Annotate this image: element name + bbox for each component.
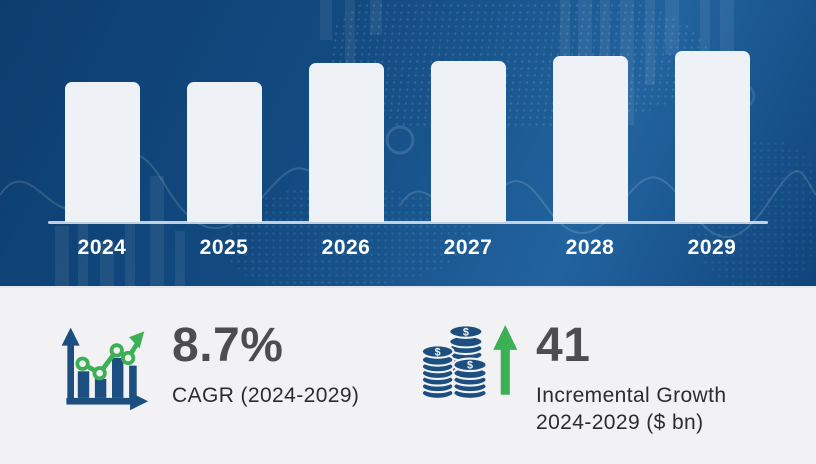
bar-column: 2024 (41, 51, 163, 259)
x-axis-label: 2028 (565, 236, 615, 259)
bar-column: 2027 (407, 51, 529, 259)
dollar-sign-icon: $ (467, 360, 473, 372)
bar-chart-row: 2024 2025 2026 2027 2028 2029 (41, 51, 773, 259)
market-chart-panel: 2024 2025 2026 2027 2028 2029 (0, 0, 816, 286)
x-axis-label: 2029 (687, 236, 737, 259)
x-axis-label: 2026 (321, 236, 371, 259)
dollar-sign-icon: $ (463, 326, 469, 338)
x-axis-label: 2027 (443, 236, 493, 259)
x-axis-label: 2025 (199, 236, 249, 259)
cagr-label: CAGR (2024-2029) (172, 384, 360, 407)
bar-column: 2028 (529, 51, 651, 259)
x-axis-line (48, 221, 768, 224)
trend-line-up-icon (75, 331, 145, 381)
bar-column: 2026 (285, 51, 407, 259)
stat-incremental-growth: $ $ $ (420, 320, 816, 464)
coin-stack-up-arrow-icon: $ $ $ (420, 324, 518, 400)
x-axis-label: 2024 (77, 236, 127, 259)
chart-bar-2024 (64, 82, 140, 222)
incremental-growth-value: 41 (536, 319, 591, 372)
chart-bar-2029 (674, 51, 750, 222)
stat-cagr: 8.7% CAGR (2024-2029) (55, 320, 420, 464)
dollar-sign-icon: $ (435, 346, 441, 358)
bar-column: 2029 (651, 51, 773, 259)
growth-bar-chart-icon (61, 327, 149, 411)
chart-bar-2028 (552, 56, 628, 222)
chart-bar-2026 (308, 63, 384, 222)
key-stats-panel: 8.7% CAGR (2024-2029) $ (0, 286, 816, 464)
bar-column: 2025 (163, 51, 285, 259)
chart-bar-2025 (186, 82, 262, 222)
incremental-growth-label: Incremental Growth 2024-2029 ($ bn) (536, 384, 727, 434)
cagr-value: 8.7% (172, 319, 284, 372)
up-arrow-icon (493, 324, 518, 395)
chart-bar-2027 (430, 61, 506, 222)
